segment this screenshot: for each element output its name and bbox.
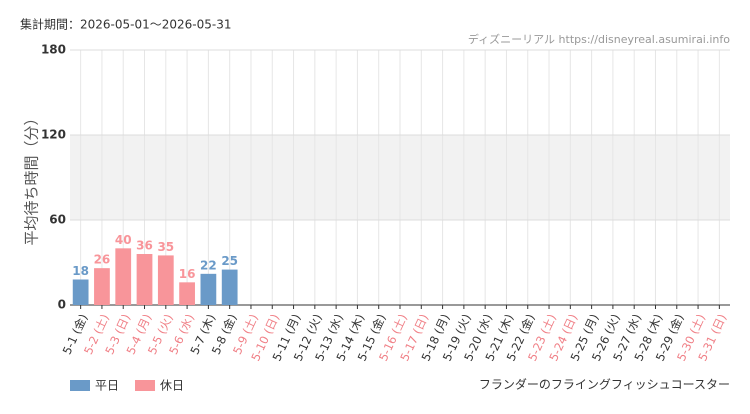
- value-label: 25: [221, 254, 238, 268]
- legend-swatch: [135, 380, 155, 391]
- legend-swatch: [70, 380, 90, 391]
- footer: フランダーのフライングフィッシュコースター: [479, 377, 730, 392]
- legend-label: 休日: [160, 379, 184, 393]
- y-axis-label: 平均待ち時間（分）: [23, 110, 41, 245]
- source: ディズニーリアル https://disneyreal.asumirai.inf…: [468, 32, 730, 46]
- bar: [221, 269, 238, 305]
- value-label: 40: [115, 233, 132, 247]
- bar: [200, 273, 217, 305]
- bar: [136, 254, 153, 305]
- value-label: 22: [200, 258, 217, 272]
- value-label: 18: [72, 264, 89, 278]
- legend-label: 平日: [95, 379, 119, 393]
- y-tick-label: 120: [41, 128, 66, 142]
- bar: [94, 268, 110, 305]
- y-tick-label: 0: [58, 298, 66, 312]
- bar: [179, 282, 195, 305]
- value-label: 35: [157, 240, 174, 254]
- y-tick-label: 180: [41, 43, 66, 57]
- value-label: 36: [136, 239, 153, 253]
- bar: [72, 279, 89, 305]
- value-label: 26: [94, 253, 111, 267]
- subtitle: 集計期間：2026-05-01～2026-05-31: [20, 17, 231, 32]
- bar: [115, 248, 132, 305]
- value-label: 16: [179, 267, 196, 281]
- bar: [157, 255, 174, 305]
- y-tick-label: 60: [49, 213, 66, 227]
